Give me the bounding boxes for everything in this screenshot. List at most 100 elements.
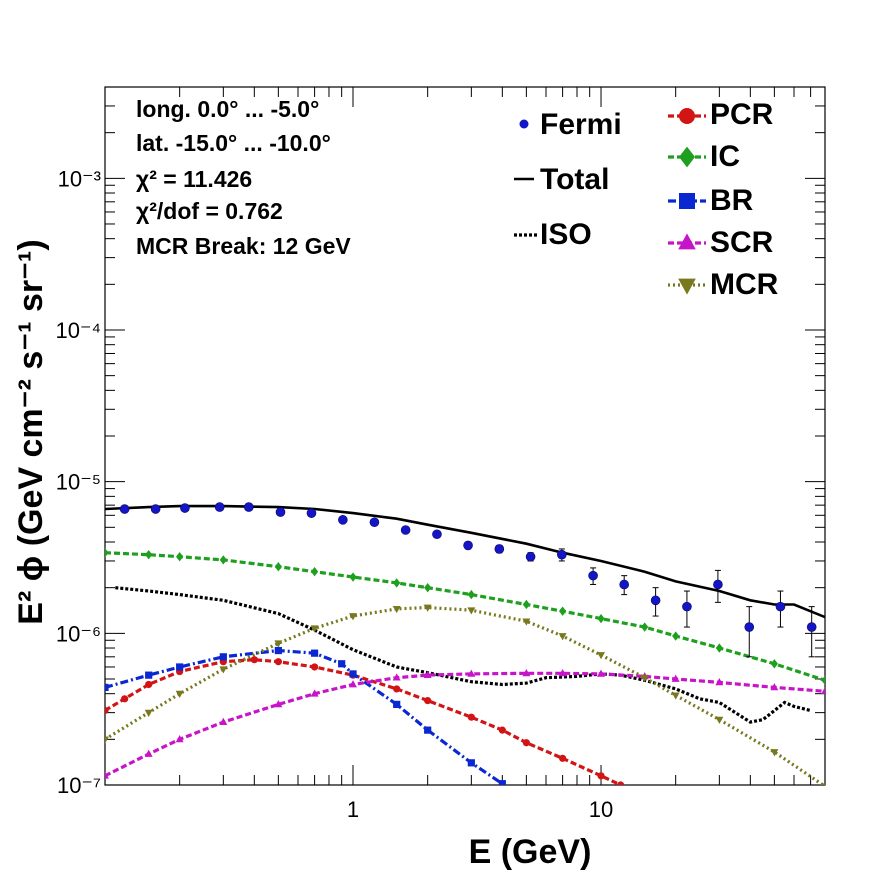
point-ic (641, 622, 649, 632)
point-ic (821, 675, 825, 685)
series-total (105, 504, 825, 619)
point-scr (349, 680, 357, 688)
point-pcr (145, 680, 153, 689)
point-fermi (306, 508, 317, 518)
point-scr (671, 674, 680, 682)
legend-marker-scr (678, 233, 696, 250)
annotation-latitude: lat. -15.0° ... -10.0° (136, 130, 331, 156)
point-fermi (338, 515, 348, 525)
point-scr (392, 673, 401, 681)
point-pcr (498, 726, 506, 734)
point-ic (105, 548, 109, 558)
series-scr (105, 668, 825, 779)
point-mcr (558, 633, 567, 641)
series-pcr (105, 656, 625, 785)
point-fermi (432, 529, 442, 540)
point-mcr (310, 625, 319, 633)
point-fermi (463, 540, 473, 551)
point-fermi (619, 579, 629, 590)
point-mcr (105, 736, 109, 744)
legend-label-mcr: MCR (710, 268, 779, 301)
point-br (176, 663, 184, 671)
point-fermi (806, 622, 817, 632)
point-ic (274, 562, 282, 572)
series-line-pcr (105, 658, 622, 785)
point-br (424, 726, 432, 734)
x-tick-label: 10 (589, 797, 613, 822)
point-pcr (617, 781, 625, 785)
point-br (105, 683, 109, 692)
series-line-br (105, 648, 504, 785)
series-fermi (119, 502, 817, 658)
point-fermi (400, 525, 411, 535)
point-br (219, 653, 227, 661)
point-fermi (150, 504, 161, 514)
point-mcr (597, 652, 605, 660)
y-tick-label: 10⁻³ (58, 166, 101, 191)
legend-marker-fermi (519, 119, 529, 129)
y-tick-label: 10⁻⁷ (57, 773, 101, 798)
point-pcr (121, 695, 129, 703)
point-scr (310, 689, 319, 697)
legend-label-iso: ISO (540, 218, 592, 251)
point-ic (393, 578, 401, 588)
annotation-chi2: χ² = 11.426 (136, 166, 253, 192)
point-ic (770, 659, 778, 669)
point-br (274, 646, 282, 655)
point-br (498, 780, 506, 785)
point-fermi (775, 601, 786, 612)
point-pcr (424, 697, 432, 705)
series-mcr (105, 604, 825, 785)
point-mcr (423, 604, 432, 612)
point-pcr (250, 656, 258, 664)
point-scr (105, 771, 109, 779)
point-fermi (494, 544, 505, 554)
y-axis-title: E² ϕ (GeV cm⁻² s⁻¹ sr⁻¹) (12, 239, 50, 624)
point-br (310, 649, 319, 657)
series-iso (115, 586, 811, 724)
legend-label-scr: SCR (710, 226, 774, 259)
point-ic (715, 643, 723, 653)
point-scr (522, 668, 531, 677)
point-fermi (119, 504, 130, 514)
legend-label-br: BR (710, 184, 754, 217)
point-scr (821, 686, 825, 695)
series-line-iso (115, 586, 811, 724)
legend-marker-mcr (678, 278, 696, 295)
point-ic (219, 555, 227, 565)
legend-label-pcr: PCR (710, 98, 774, 131)
point-mcr (522, 618, 531, 626)
x-tick-label: 1 (347, 797, 359, 822)
point-fermi (243, 502, 254, 512)
point-pcr (597, 772, 605, 780)
legend-marker-ic (679, 146, 695, 168)
point-scr (219, 717, 228, 725)
point-mcr (770, 749, 779, 757)
point-ic (597, 613, 605, 624)
point-fermi (682, 601, 692, 612)
point-scr (770, 683, 779, 691)
point-fermi (525, 551, 536, 562)
point-fermi (369, 517, 380, 528)
series-ic (105, 548, 825, 685)
point-mcr (144, 709, 153, 717)
point-mcr (392, 605, 401, 614)
point-ic (467, 589, 475, 600)
legend-label-fermi: Fermi (540, 108, 622, 141)
point-mcr (640, 674, 649, 683)
series-line-total (105, 504, 825, 619)
point-fermi (650, 595, 661, 606)
point-mcr (671, 692, 680, 700)
point-br (349, 670, 357, 678)
annotation-longitude: long. 0.0° ... -5.0° (136, 96, 320, 122)
legend-symbols (514, 108, 706, 295)
point-mcr (274, 640, 283, 648)
point-fermi (557, 549, 567, 560)
point-mcr (715, 716, 724, 724)
plot-area (105, 502, 825, 785)
point-fermi (744, 622, 755, 632)
series-line-ic (105, 551, 825, 682)
legend-label-ic: IC (710, 140, 740, 173)
y-ticks (105, 86, 825, 786)
